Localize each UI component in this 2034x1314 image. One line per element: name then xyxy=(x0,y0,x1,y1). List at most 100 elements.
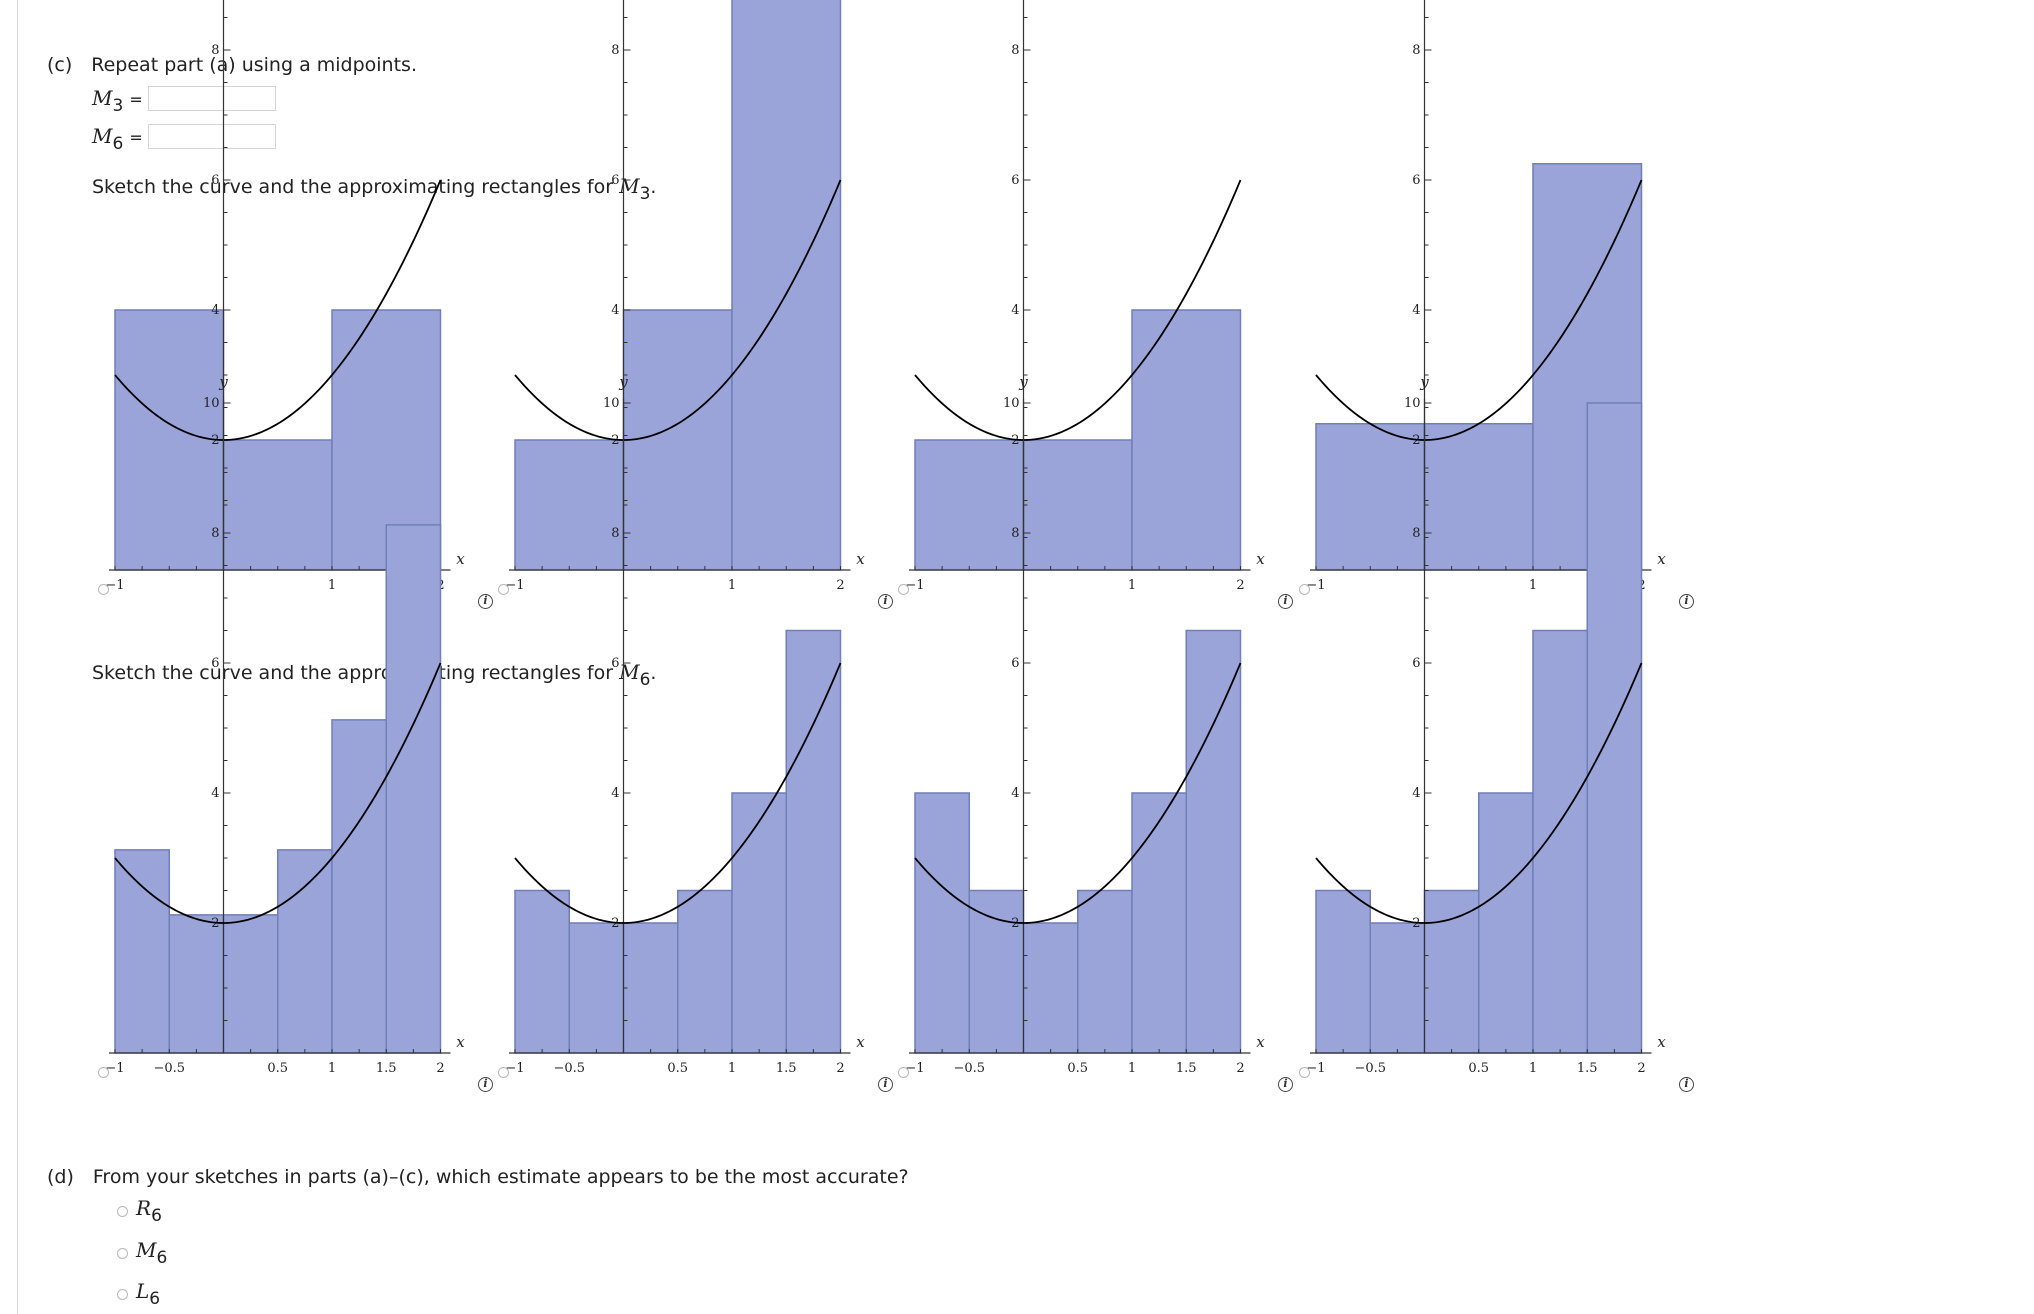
y-tick-label: 6 xyxy=(211,656,219,671)
option-r6-label: R6 xyxy=(136,1196,162,1226)
approx-rectangle xyxy=(222,439,333,571)
approx-rectangle xyxy=(1369,922,1426,1054)
part-c-prompt: (c) Repeat part (a) using a midpoints. xyxy=(47,54,417,76)
x-axis-label: x xyxy=(1657,550,1666,568)
info-icon[interactable]: i xyxy=(1278,1077,1293,1092)
radio-option-l6[interactable] xyxy=(117,1289,128,1300)
x-tick-label: −1 xyxy=(105,578,124,593)
approx-rectangle xyxy=(622,309,733,571)
approx-rectangle xyxy=(914,792,970,1054)
approx-rectangle xyxy=(622,922,679,1054)
info-icon[interactable]: i xyxy=(1679,1077,1694,1092)
approx-rectangle xyxy=(731,0,842,571)
part-d-prompt: (d) From your sketches in parts (a)–(c),… xyxy=(47,1166,909,1188)
x-tick-label: 1 xyxy=(328,1061,336,1076)
x-tick-label: 1 xyxy=(728,1061,736,1076)
x-tick-label: 1.5 xyxy=(1577,1061,1598,1076)
approx-rectangle xyxy=(785,629,842,1054)
approx-rectangle xyxy=(514,889,570,1054)
sketch-m3-var: M xyxy=(619,174,640,198)
x-axis-label: x xyxy=(1256,550,1265,568)
x-tick-label: −1 xyxy=(905,1061,924,1076)
x-tick-label: 1.5 xyxy=(1176,1061,1197,1076)
y-axis-label: y xyxy=(1419,373,1429,391)
approx-rectangle xyxy=(385,524,442,1054)
approx-rectangle xyxy=(331,719,387,1054)
x-tick-label: 2 xyxy=(1637,1061,1645,1076)
info-icon[interactable]: i xyxy=(478,594,493,609)
y-tick-label: 8 xyxy=(611,526,619,541)
y-tick-label: 6 xyxy=(1412,173,1420,188)
x-tick-label: −0.5 xyxy=(953,1061,985,1076)
sketch-m6-prompt: Sketch the curve and the approximating r… xyxy=(92,660,656,690)
m3-sub: 3 xyxy=(112,96,124,116)
m6-equals: = xyxy=(129,128,143,147)
radio-m3-option-2[interactable] xyxy=(498,584,509,595)
radio-m6-option-3[interactable] xyxy=(898,1067,909,1078)
approx-rectangle xyxy=(114,309,225,571)
info-icon[interactable]: i xyxy=(478,1077,493,1092)
m3-label: M3 = xyxy=(92,86,143,116)
info-icon[interactable]: i xyxy=(1679,594,1694,609)
radio-option-m6[interactable] xyxy=(117,1248,128,1259)
radio-m3-option-4[interactable] xyxy=(1299,584,1310,595)
x-axis-label: x xyxy=(856,550,865,568)
m3-answer-input[interactable] xyxy=(148,86,276,111)
x-tick-label: −1 xyxy=(105,1061,124,1076)
approx-rectangle xyxy=(514,439,625,571)
radio-option-r6[interactable] xyxy=(117,1206,128,1217)
x-tick-label: −1 xyxy=(1306,578,1325,593)
approx-rectangle xyxy=(1185,629,1242,1054)
radio-m6-option-4[interactable] xyxy=(1299,1067,1310,1078)
option-l6-label: L6 xyxy=(136,1279,160,1309)
function-curve xyxy=(914,179,1242,441)
approx-rectangle xyxy=(1423,423,1534,571)
approx-rectangle xyxy=(1022,922,1079,1054)
info-icon[interactable]: i xyxy=(878,594,893,609)
y-tick-label: 8 xyxy=(211,526,219,541)
y-axis-label: y xyxy=(618,373,628,391)
x-tick-label: −1 xyxy=(905,578,924,593)
approx-rectangle xyxy=(568,922,625,1054)
radio-m6-option-1[interactable] xyxy=(98,1067,109,1078)
x-tick-label: −1 xyxy=(1306,1061,1325,1076)
x-tick-label: −0.5 xyxy=(153,1061,185,1076)
approx-rectangle xyxy=(914,439,1025,571)
radio-m6-option-2[interactable] xyxy=(498,1067,509,1078)
y-tick-label: 8 xyxy=(1011,43,1019,58)
info-icon[interactable]: i xyxy=(1278,594,1293,609)
y-tick-label: 10 xyxy=(203,396,220,411)
approx-rectangle xyxy=(968,889,1025,1054)
y-axis-label: y xyxy=(218,373,228,391)
y-tick-label: 8 xyxy=(211,43,219,58)
x-tick-label: 1.5 xyxy=(776,1061,797,1076)
y-tick-label: 8 xyxy=(611,43,619,58)
x-tick-label: 1 xyxy=(328,578,336,593)
y-tick-label: 6 xyxy=(1011,656,1019,671)
approx-rectangle xyxy=(1315,889,1371,1054)
sketch-m6-var: M xyxy=(619,660,640,684)
sketch-m3-period: . xyxy=(650,176,657,198)
radio-m3-option-3[interactable] xyxy=(898,584,909,595)
x-tick-label: 0.5 xyxy=(667,1061,688,1076)
info-icon[interactable]: i xyxy=(878,1077,893,1092)
m3-equals: = xyxy=(129,90,143,109)
y-tick-label: 10 xyxy=(603,396,620,411)
function-curve xyxy=(114,179,442,441)
option-l6-sub: 6 xyxy=(149,1289,161,1309)
x-tick-label: −0.5 xyxy=(553,1061,585,1076)
sketch-m3-prompt: Sketch the curve and the approximating r… xyxy=(92,174,657,204)
y-tick-label: 6 xyxy=(1412,656,1420,671)
y-tick-label: 10 xyxy=(1003,396,1020,411)
radio-m3-option-1[interactable] xyxy=(98,584,109,595)
x-tick-label: 2 xyxy=(836,1061,844,1076)
m6-answer-input[interactable] xyxy=(148,124,276,149)
option-m6-label: M6 xyxy=(136,1238,167,1268)
